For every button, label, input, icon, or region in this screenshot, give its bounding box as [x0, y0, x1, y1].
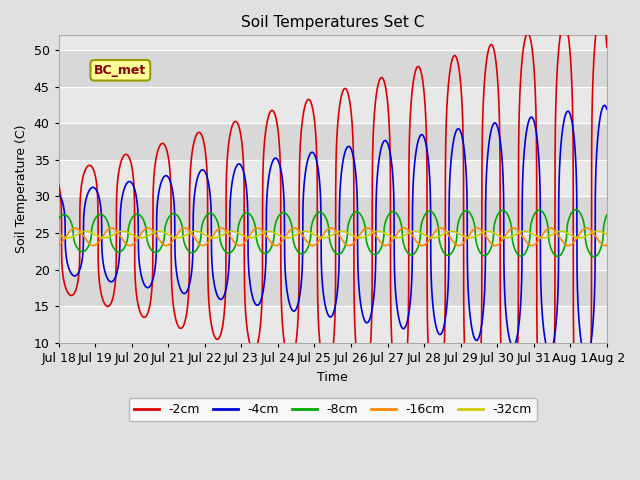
-4cm	[551, 332, 559, 338]
-8cm	[172, 212, 180, 217]
-2cm	[597, 9, 605, 14]
Line: -8cm: -8cm	[59, 210, 607, 257]
-16cm	[55, 242, 63, 248]
-32cm	[64, 235, 72, 241]
Bar	[59, 86, 607, 123]
X-axis label: Time: Time	[317, 371, 348, 384]
Line: -16cm: -16cm	[59, 228, 607, 246]
Bar	[59, 50, 607, 86]
Bar	[59, 160, 607, 196]
-2cm	[208, 324, 216, 329]
-4cm	[582, 355, 590, 361]
-8cm	[551, 252, 559, 258]
-32cm	[603, 232, 611, 238]
-32cm	[172, 235, 180, 240]
Bar	[59, 123, 607, 160]
Bar	[59, 306, 607, 343]
-4cm	[603, 106, 611, 111]
Title: Soil Temperatures Set C: Soil Temperatures Set C	[241, 15, 424, 30]
-4cm	[172, 265, 180, 271]
-16cm	[387, 240, 394, 246]
Bar	[59, 196, 607, 233]
-4cm	[603, 106, 611, 112]
-4cm	[600, 102, 608, 108]
-2cm	[551, 319, 559, 325]
-16cm	[551, 228, 559, 234]
-32cm	[603, 232, 611, 238]
Line: -32cm: -32cm	[59, 231, 607, 238]
-32cm	[387, 233, 394, 239]
-2cm	[387, 149, 394, 155]
-2cm	[603, 42, 611, 48]
-32cm	[551, 230, 559, 236]
-16cm	[603, 242, 611, 248]
Line: -4cm: -4cm	[59, 105, 607, 358]
-8cm	[55, 216, 63, 222]
-8cm	[396, 216, 404, 222]
-16cm	[208, 234, 216, 240]
-4cm	[208, 255, 216, 261]
Legend: -2cm, -4cm, -8cm, -16cm, -32cm: -2cm, -4cm, -8cm, -16cm, -32cm	[129, 398, 537, 421]
-16cm	[601, 243, 609, 249]
-2cm	[55, 181, 63, 187]
-4cm	[55, 191, 63, 197]
-8cm	[208, 211, 216, 216]
-16cm	[396, 228, 404, 233]
-32cm	[55, 232, 63, 238]
-2cm	[579, 446, 586, 452]
-8cm	[590, 254, 598, 260]
-16cm	[71, 225, 79, 231]
-8cm	[603, 212, 611, 218]
-32cm	[594, 228, 602, 234]
Line: -2cm: -2cm	[59, 12, 607, 449]
Y-axis label: Soil Temperature (C): Soil Temperature (C)	[15, 125, 28, 253]
-32cm	[208, 235, 216, 240]
-2cm	[603, 44, 611, 50]
Text: BC_met: BC_met	[94, 64, 147, 77]
-8cm	[572, 207, 580, 213]
-2cm	[172, 317, 180, 323]
-16cm	[603, 242, 611, 248]
-4cm	[387, 150, 394, 156]
-16cm	[172, 233, 180, 239]
Bar	[59, 270, 607, 306]
-8cm	[387, 210, 394, 216]
Bar	[59, 233, 607, 270]
-2cm	[396, 391, 404, 397]
-32cm	[396, 235, 404, 240]
-8cm	[603, 212, 611, 218]
-4cm	[396, 319, 404, 325]
